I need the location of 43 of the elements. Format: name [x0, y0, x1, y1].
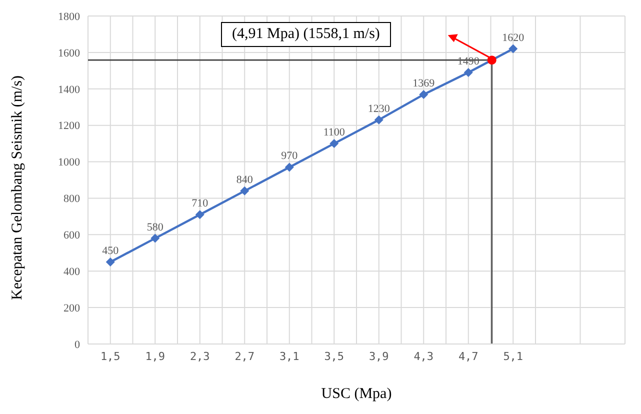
- point: [374, 115, 384, 124]
- y-tick-label: 600: [64, 230, 80, 242]
- data-label: 1100: [323, 126, 346, 139]
- y-tick-label: 200: [64, 302, 80, 314]
- y-tick-label: 1400: [58, 84, 80, 96]
- x-tick-label: 4,7: [458, 350, 478, 363]
- data-label: 580: [146, 221, 164, 234]
- y-tick-label: 400: [64, 266, 80, 278]
- point: [487, 56, 496, 65]
- point: [284, 162, 294, 172]
- y-tick-label: 0: [74, 338, 80, 351]
- x-tick-label: 4,3: [414, 350, 434, 363]
- point: [419, 90, 428, 100]
- y-tick-label: 1000: [58, 156, 80, 169]
- x-tick-label: 1,9: [145, 350, 166, 363]
- x-tick-label: 3,1: [279, 350, 300, 363]
- y-tick-label: 1200: [58, 120, 80, 132]
- point: [195, 210, 204, 220]
- y-tick-label: 1600: [58, 47, 80, 60]
- x-tick-label: 3,5: [324, 350, 344, 363]
- point: [240, 186, 250, 196]
- x-axis-title: USC (Mpa): [321, 386, 392, 402]
- y-tick-label: 1800: [58, 10, 80, 23]
- point: [150, 234, 160, 243]
- data-label: 1620: [502, 32, 525, 44]
- data-label: 970: [281, 150, 298, 162]
- point: [106, 258, 115, 266]
- data-label: 840: [236, 174, 254, 186]
- data-label: 710: [192, 198, 209, 210]
- x-tick-label: 2,3: [190, 350, 210, 363]
- x-tick-label: 1,5: [100, 350, 120, 363]
- y-axis-title: Kecepatan Gelombang Seismik (m/s): [9, 75, 26, 300]
- x-tick-label: 3,9: [368, 350, 389, 363]
- y-tick-label: 800: [64, 193, 80, 206]
- data-label: 1230: [368, 102, 390, 115]
- point: [330, 139, 339, 148]
- x-tick-label: 5,1: [503, 350, 524, 363]
- point: [508, 44, 518, 54]
- data-label: 450: [102, 245, 120, 257]
- point: [464, 68, 473, 77]
- x-tick-label: 2,7: [234, 350, 255, 363]
- annotation: (4,91 Mpa) (1558,1 m/s): [221, 22, 391, 47]
- data-label: 1369: [412, 78, 436, 90]
